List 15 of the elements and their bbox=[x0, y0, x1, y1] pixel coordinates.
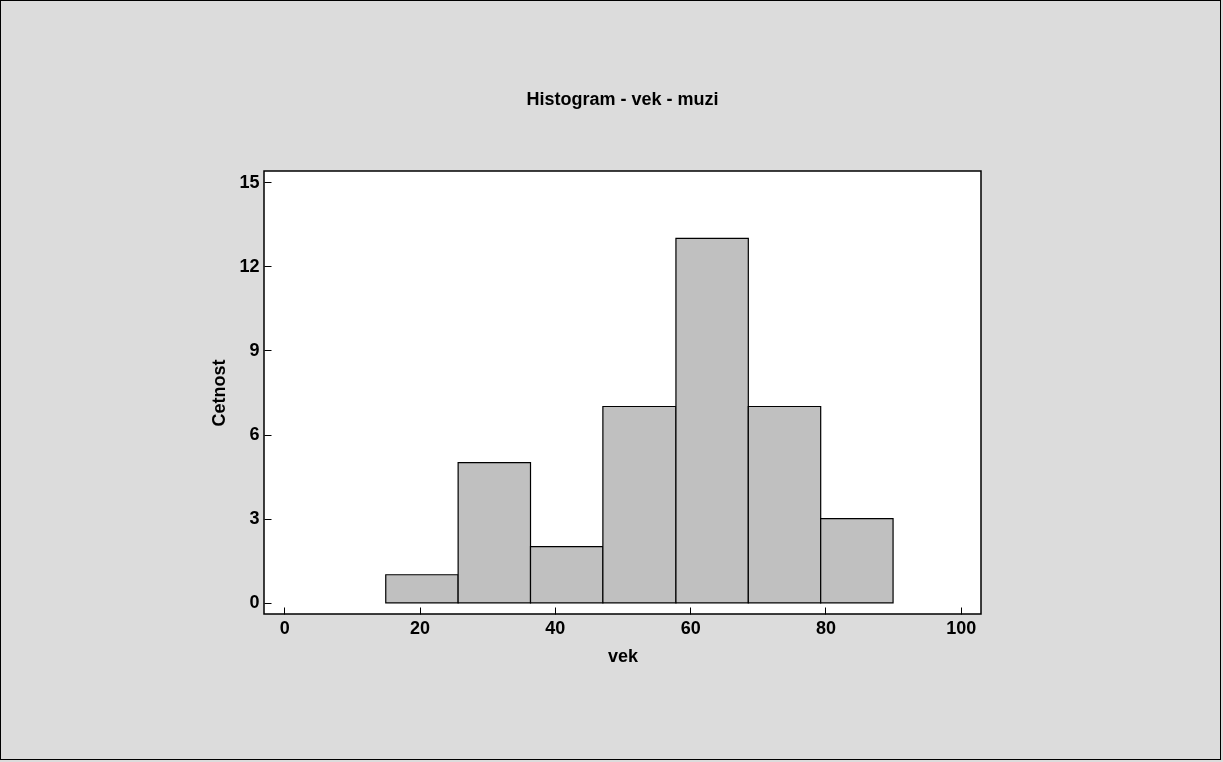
y-tick-label: 9 bbox=[249, 339, 260, 360]
x-tick-label: 60 bbox=[680, 617, 701, 638]
x-tick-label: 20 bbox=[410, 617, 431, 638]
x-tick-label: 0 bbox=[279, 617, 290, 638]
x-tick-label: 40 bbox=[545, 617, 566, 638]
x-tick-label: 80 bbox=[815, 617, 836, 638]
chart-title: Histogram - vek - muzi bbox=[526, 89, 719, 109]
x-axis-title: vek bbox=[607, 645, 639, 666]
y-tick-label: 6 bbox=[249, 424, 260, 445]
y-tick-label: 0 bbox=[249, 592, 260, 613]
y-tick-label: 3 bbox=[249, 508, 260, 529]
y-tick-label: 15 bbox=[239, 171, 260, 192]
x-tick-label: 100 bbox=[946, 617, 977, 638]
y-tick-label: 12 bbox=[239, 255, 260, 276]
y-axis-title: Cetnost bbox=[209, 359, 230, 427]
